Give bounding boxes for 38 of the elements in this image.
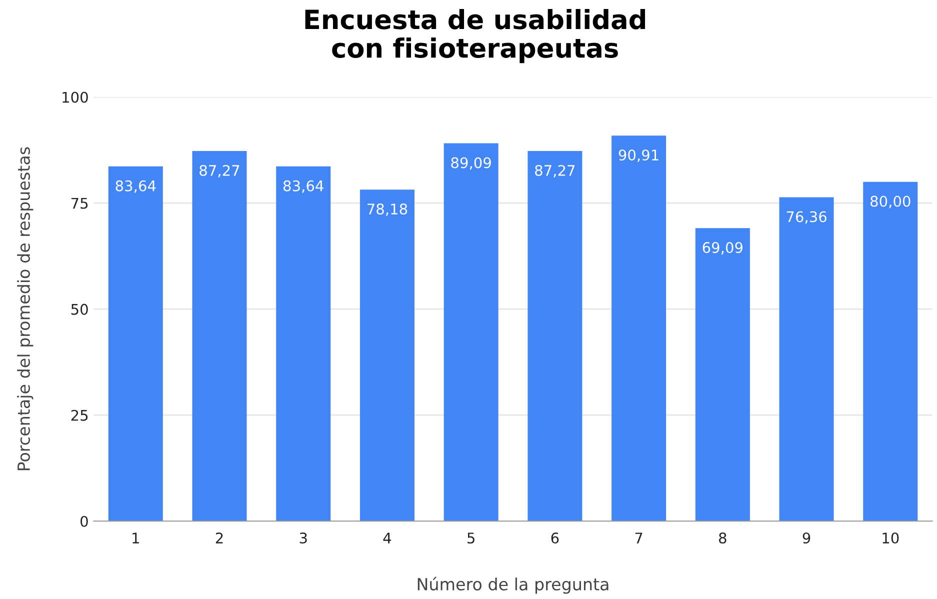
y-tick-label: 100 [62,92,88,103]
data-label: 76,36 [786,211,826,224]
x-tick-label: 8 [719,532,726,544]
x-tick-label: 1 [132,532,139,544]
y-tick-label: 25 [71,410,88,421]
x-tick-label: 7 [635,532,642,544]
data-label: 83,64 [283,180,324,193]
y-tick-label: 75 [71,198,88,209]
data-label: 78,18 [368,203,408,216]
bar [779,197,834,522]
x-axis-title: Número de la pregunta [418,576,608,594]
data-label: 69,09 [702,242,743,255]
x-tick-label: 5 [468,532,474,544]
data-label: 87,27 [535,164,575,178]
bar [276,166,331,522]
bar [444,143,498,522]
x-tick-label: 3 [300,532,307,544]
x-tick-label: 10 [882,532,899,544]
data-label: 80,00 [870,196,910,208]
data-label: 90,91 [618,150,658,162]
bar [863,182,918,522]
x-tick-label: 4 [383,532,392,544]
bar [108,166,163,522]
chart-title: Encuesta de usabilidad con fisioterapeutas [305,8,646,64]
x-tick-label: 2 [216,532,223,544]
x-tick-label: 9 [802,532,810,544]
x-tick-label: 6 [551,532,559,544]
bar [360,190,414,522]
bar [612,136,666,522]
data-label: 89,09 [451,157,491,170]
bar [528,151,582,522]
data-label: 87,27 [200,164,240,178]
y-axis-title: Porcentaje del promedio de respuestas [17,147,34,470]
y-tick-label: 50 [71,304,88,315]
bar [192,151,247,522]
y-tick-label: 0 [80,516,88,527]
bar [695,228,750,522]
data-label: 83,64 [116,180,156,193]
